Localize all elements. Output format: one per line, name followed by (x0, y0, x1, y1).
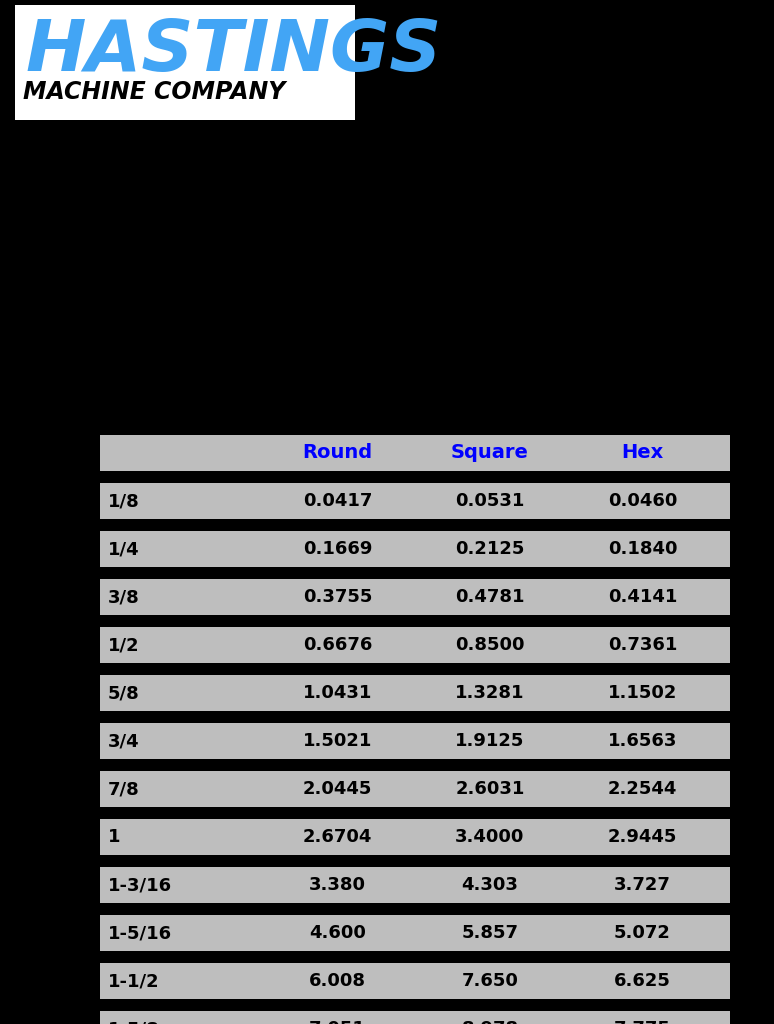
Text: 1/2: 1/2 (108, 636, 139, 654)
Text: 5.072: 5.072 (614, 924, 671, 942)
Text: 0.1840: 0.1840 (608, 540, 677, 558)
Text: 3/8: 3/8 (108, 588, 140, 606)
Text: 0.4141: 0.4141 (608, 588, 677, 606)
Text: 3.380: 3.380 (309, 876, 366, 894)
Text: 1.1502: 1.1502 (608, 684, 677, 702)
Text: 0.8500: 0.8500 (455, 636, 525, 654)
Bar (100, 867, 730, 903)
Bar (100, 819, 730, 855)
Text: 1-5/8: 1-5/8 (108, 1020, 159, 1024)
Text: 1/4: 1/4 (108, 540, 139, 558)
Bar (100, 963, 730, 999)
Text: 1-1/2: 1-1/2 (108, 972, 159, 990)
Text: 0.7361: 0.7361 (608, 636, 677, 654)
Text: MACHINE COMPANY: MACHINE COMPANY (23, 80, 286, 104)
Text: 3/4: 3/4 (108, 732, 139, 750)
Bar (100, 771, 730, 807)
Text: 3.727: 3.727 (614, 876, 671, 894)
Text: 1.3281: 1.3281 (455, 684, 525, 702)
Text: 1-5/16: 1-5/16 (108, 924, 172, 942)
Text: 4.600: 4.600 (309, 924, 366, 942)
Text: 1.6563: 1.6563 (608, 732, 677, 750)
Text: 7.051: 7.051 (309, 1020, 366, 1024)
Text: 1-3/16: 1-3/16 (108, 876, 172, 894)
Text: 0.4781: 0.4781 (455, 588, 525, 606)
Text: 2.0445: 2.0445 (303, 780, 372, 798)
Bar (100, 627, 730, 663)
Text: 0.0460: 0.0460 (608, 492, 677, 510)
Text: 7/8: 7/8 (108, 780, 140, 798)
Text: 2.9445: 2.9445 (608, 828, 677, 846)
Text: 1/8: 1/8 (108, 492, 140, 510)
Text: 8.978: 8.978 (461, 1020, 519, 1024)
Text: 1.5021: 1.5021 (303, 732, 372, 750)
Text: 6.625: 6.625 (614, 972, 671, 990)
Text: 0.1669: 0.1669 (303, 540, 372, 558)
Bar (100, 723, 730, 759)
Bar (100, 1011, 730, 1024)
Text: 0.6676: 0.6676 (303, 636, 372, 654)
Text: 7.650: 7.650 (461, 972, 519, 990)
Text: 1: 1 (108, 828, 121, 846)
Text: Round: Round (303, 443, 372, 463)
Bar (100, 579, 730, 615)
Text: 0.0531: 0.0531 (455, 492, 525, 510)
Bar (15, 5, 355, 120)
Text: 2.2544: 2.2544 (608, 780, 677, 798)
Text: 2.6031: 2.6031 (455, 780, 525, 798)
Text: 3.4000: 3.4000 (455, 828, 525, 846)
Text: HASTINGS: HASTINGS (26, 17, 442, 86)
Text: 6.008: 6.008 (309, 972, 366, 990)
Text: 0.2125: 0.2125 (455, 540, 525, 558)
Bar (100, 435, 730, 471)
Text: 1.9125: 1.9125 (455, 732, 525, 750)
Bar (100, 675, 730, 711)
Text: Square: Square (451, 443, 529, 463)
Bar (100, 915, 730, 951)
Text: 0.3755: 0.3755 (303, 588, 372, 606)
Text: 7.775: 7.775 (614, 1020, 671, 1024)
Text: Hex: Hex (622, 443, 663, 463)
Text: 5.857: 5.857 (461, 924, 519, 942)
Text: 5/8: 5/8 (108, 684, 140, 702)
Text: 0.0417: 0.0417 (303, 492, 372, 510)
Text: 1.0431: 1.0431 (303, 684, 372, 702)
Text: 2.6704: 2.6704 (303, 828, 372, 846)
Bar (100, 483, 730, 519)
Bar (100, 531, 730, 567)
Text: 4.303: 4.303 (461, 876, 519, 894)
